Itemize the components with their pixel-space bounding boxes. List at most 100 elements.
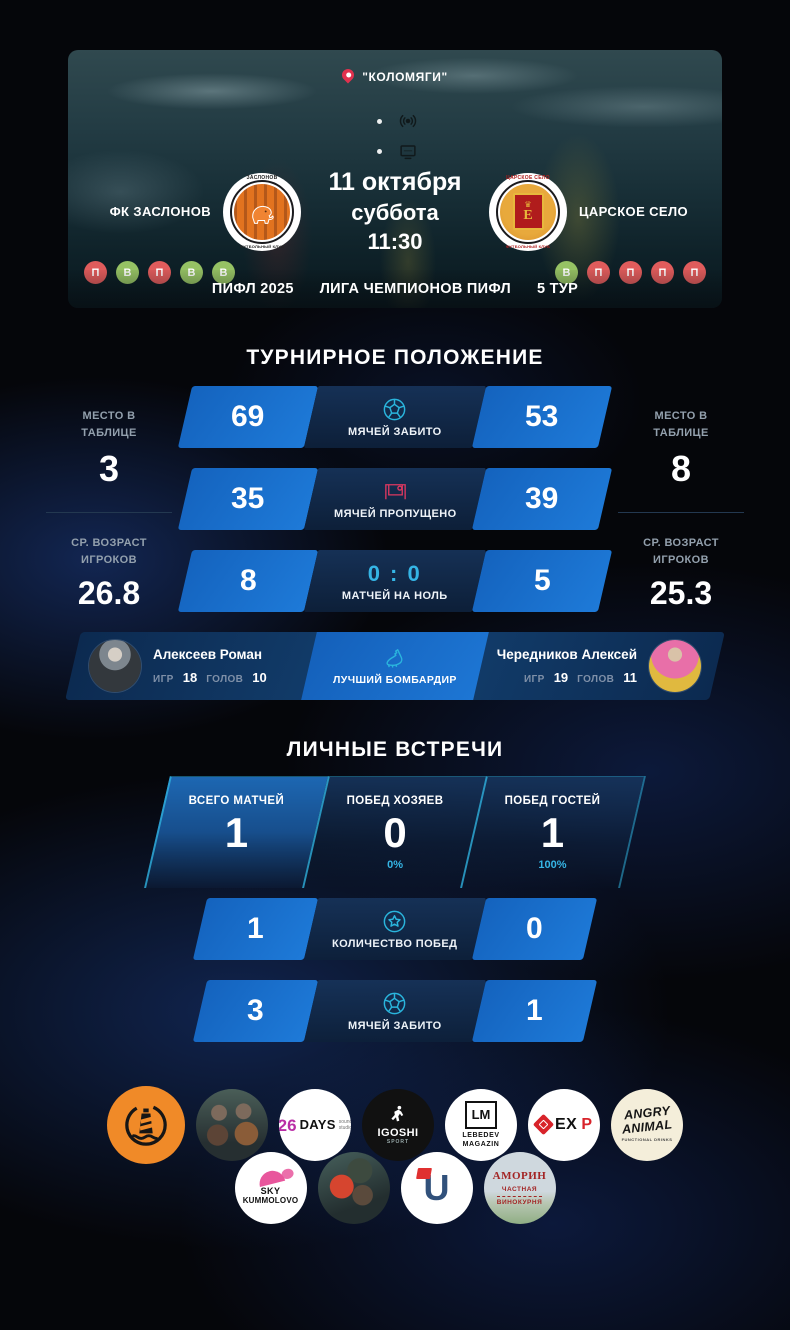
- home-scorer-name: Алексеев Роман: [153, 647, 263, 662]
- goals-label: ГОЛОВ: [206, 674, 244, 685]
- stat-label: СР. ВОЗРАСТ ИГРОКОВ: [71, 537, 147, 567]
- league-strip: ПИФЛ 2025 ЛИГА ЧЕМПИОНОВ ПИФЛ 5 ТУР: [68, 270, 722, 308]
- home-value: 8: [239, 564, 257, 597]
- var-screen-item: [377, 140, 419, 162]
- card-value: 0: [382, 809, 407, 856]
- away-logo-subtext: ФУТБОЛЬНЫЙ КЛУБ: [505, 243, 551, 249]
- amorin-line2: ЧАСТНАЯ: [501, 1186, 538, 1194]
- home-team: ФК ЗАСЛОНОВ ЗАСЛОНОВ ФУТБОЛЬНЫЙ КЛУБ: [79, 172, 301, 251]
- stat-label-cell: КОЛИЧЕСТВО ПОБЕД: [303, 898, 487, 960]
- away-monogram: Е: [523, 207, 533, 223]
- angry-subtext: FUNCTIONAL DRINKS: [621, 1137, 673, 1143]
- stat-label-cell: МЯЧЕЙ ПРОПУЩЕНО: [303, 468, 487, 530]
- venue-name: "КОЛОМЯГИ": [362, 70, 448, 84]
- home-scorer-avatar: [89, 640, 141, 692]
- football-icon: [384, 398, 406, 421]
- divider: [618, 512, 744, 514]
- home-top-scorer: Алексеев Роман ИГР 18 ГОЛОВ 10: [89, 640, 325, 692]
- venue-location: "КОЛОМЯГИ": [68, 66, 722, 84]
- home-logo-text: ЗАСЛОНОВ: [246, 174, 278, 181]
- sky-kummolovo-logo: SKY KUMMOLOVO: [234, 1152, 307, 1224]
- home-value: 69: [231, 400, 265, 433]
- away-wins-card: ПОБЕД ГОСТЕЙ 1 100%: [460, 776, 644, 888]
- away-value: 0: [526, 912, 543, 945]
- amorin-name: АМОРИН: [492, 1169, 547, 1182]
- stat-value: 8: [670, 448, 692, 490]
- home-scorer-stats: ИГР 18 ГОЛОВ 10: [153, 670, 267, 685]
- away-side-stats: МЕСТО В ТАБЛИЦЕ 8 СР. ВОЗРАСТ ИГРОКОВ 25…: [606, 408, 756, 612]
- away-scorer-avatar: [649, 640, 701, 692]
- exp-logo-row: EX P: [532, 1114, 592, 1136]
- away-value-cell: 5: [471, 550, 613, 612]
- away-value-cell: 1: [471, 980, 598, 1042]
- away-value: 53: [525, 400, 559, 433]
- stat-row-label: КОЛИЧЕСТВО ПОБЕД: [332, 938, 458, 950]
- home-value: 3: [247, 994, 264, 1027]
- card-label: ПОБЕД ГОСТЕЙ: [504, 795, 601, 807]
- sponsor-row-1: 26 DAYS sound studio IGOSHI SPORT LM LEBE…: [0, 1086, 790, 1164]
- igoshi-logo: IGOSHI SPORT: [362, 1089, 434, 1161]
- amorin-logo: АМОРИН ЧАСТНАЯ ВИНОКУРНЯ: [483, 1152, 556, 1224]
- band-photo-logo: [196, 1089, 268, 1161]
- card-label: ПОБЕД ХОЗЯЕВ: [346, 795, 444, 807]
- days-logo: 26 DAYS sound studio: [279, 1089, 351, 1161]
- goals-label: ГОЛОВ: [577, 674, 615, 685]
- stat-label: МЕСТО В ТАБЛИЦЕ: [81, 410, 137, 440]
- angry-animal-logo: ANGRY ANIMAL FUNCTIONAL DRINKS: [611, 1089, 683, 1161]
- games-label: ИГР: [523, 674, 545, 685]
- location-pin-icon: [339, 66, 357, 84]
- exp-text-red: P: [581, 1115, 592, 1133]
- boot-icon: [386, 649, 403, 668]
- stat-value: 26.8: [77, 575, 141, 612]
- stat-row-goals-scored: 69 МЯЧЕЙ ЗАБИТО 53: [177, 386, 613, 448]
- amorin-line3: ВИНОКУРНЯ: [496, 1195, 543, 1206]
- igoshi-word: IGOSHI: [377, 1127, 419, 1140]
- home-team-name: ФК ЗАСЛОНОВ: [109, 204, 211, 219]
- card-label: ВСЕГО МАТЧЕЙ: [188, 795, 285, 807]
- bullet-dot: [377, 148, 382, 154]
- card-percent: 0%: [386, 859, 403, 872]
- u-company-logo: U: [400, 1152, 473, 1224]
- away-logo-core: ♛ Е: [500, 183, 556, 240]
- standings-title: ТУРНИРНОЕ ПОЛОЖЕНИЕ: [246, 346, 544, 369]
- games-value: 19: [553, 670, 569, 685]
- stat-row-label: МАТЧЕЙ НА НОЛЬ: [342, 589, 448, 602]
- stat-value: 25.3: [649, 575, 713, 612]
- home-side-stats: МЕСТО В ТАБЛИЦЕ 3 СР. ВОЗРАСТ ИГРОКОВ 26…: [34, 408, 184, 612]
- league-round: 5 ТУР: [536, 281, 579, 297]
- goals-value: 11: [623, 670, 637, 685]
- home-logo-core: [234, 183, 290, 240]
- goals-value: 10: [252, 670, 267, 685]
- head-to-head-cards: ВСЕГО МАТЧЕЙ 1 ПОБЕД ХОЗЯЕВ 0 0% ПОБЕД Г…: [144, 776, 646, 888]
- away-value-cell: 39: [471, 468, 613, 530]
- stat-row-label: МЯЧЕЙ ЗАБИТО: [348, 426, 442, 438]
- bullet-dot: [377, 118, 382, 124]
- lebedev-logo: LM LEBEDEV MAGAZIN: [445, 1089, 517, 1161]
- league-name: ЛИГА ЧЕМПИОНОВ ПИФЛ: [319, 281, 511, 297]
- stat-row-label: МЯЧЕЙ ЗАБИТО: [348, 1020, 442, 1032]
- match-datetime: 11 октября суббота 11:30: [313, 168, 477, 255]
- exp-diamond-icon: [532, 1114, 555, 1136]
- top-scorer-content: Алексеев Роман ИГР 18 ГОЛОВ 10 Череднико…: [73, 632, 717, 700]
- crown-icon: ♛: [524, 199, 532, 209]
- away-value-cell: 53: [471, 386, 613, 448]
- football-icon: [384, 992, 406, 1015]
- top-scorer-strip: ЛУЧШИЙ БОМБАРДИР Алексеев Роман ИГР 18 Г…: [65, 632, 725, 700]
- head-to-head-title: ЛИЧНЫЕ ВСТРЕЧИ: [286, 738, 504, 761]
- home-logo-subtext: ФУТБОЛЬНЫЙ КЛУБ: [239, 243, 285, 249]
- home-value: 1: [247, 912, 264, 945]
- jumping-figure-icon: [391, 1106, 404, 1122]
- top-scorer-label-cell: ЛУЧШИЙ БОМБАРДИР: [301, 632, 489, 700]
- away-scorer-stats: ИГР 19 ГОЛОВ 11: [497, 670, 637, 685]
- matchup-row: ФК ЗАСЛОНОВ ЗАСЛОНОВ ФУТБОЛЬНЫЙ КЛУБ 11 …: [68, 168, 722, 255]
- match-time: 11:30: [367, 229, 423, 254]
- card-value: 1: [540, 809, 565, 856]
- head-to-head-rows: 1 КОЛИЧЕСТВО ПОБЕД 0 3: [0, 898, 790, 1042]
- away-team-logo: ЦАРСКОЕ СЕЛО ♛ Е ФУТБОЛЬНЫЙ КЛУБ: [489, 172, 567, 251]
- card-value: 1: [224, 809, 249, 856]
- home-team-logo: ЗАСЛОНОВ ФУТБОЛЬНЫЙ КЛУБ: [223, 172, 301, 251]
- days-word: DAYS: [299, 1116, 336, 1132]
- away-crest: ♛ Е: [512, 193, 544, 230]
- exp-logo: EX P: [528, 1089, 600, 1161]
- home-value-cell: 69: [177, 386, 319, 448]
